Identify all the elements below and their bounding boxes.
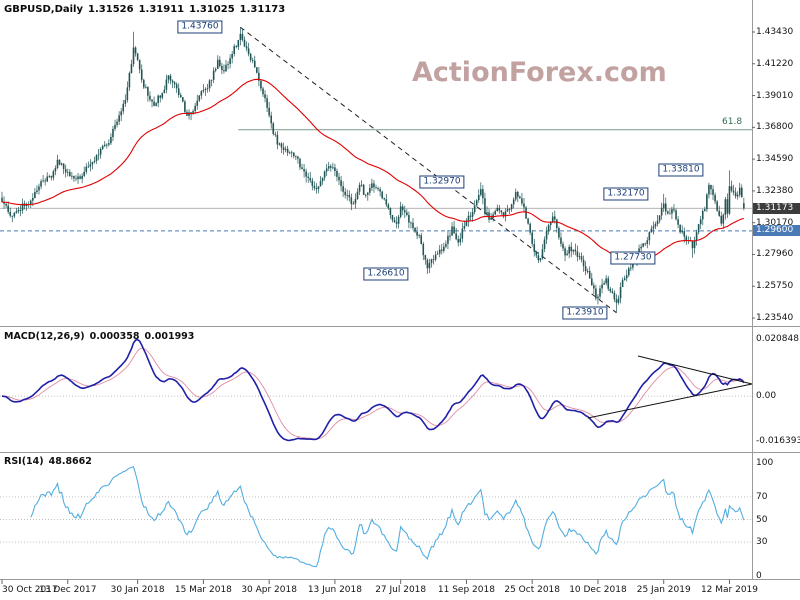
current-price-tag: 1.31173 — [753, 203, 800, 214]
macd-axis-label: -0.016393 — [756, 436, 800, 446]
price-annotation: 1.33810 — [658, 163, 704, 177]
moving-average-line — [1, 78, 745, 264]
macd-axis-label: 0.020848 — [756, 334, 799, 344]
ohlc-high: 1.31911 — [138, 4, 185, 15]
date-label: 30 Oct 2017 — [2, 585, 58, 595]
macd-pane-label: MACD(12,26,9) 0.000358 0.001993 — [4, 331, 199, 342]
rsi-pane-label: RSI(14) 48.8662 — [4, 456, 97, 467]
pane-separators — [0, 0, 800, 584]
price-axis-label: 1.30170 — [756, 217, 794, 228]
macd-value-signal: 0.001993 — [144, 331, 195, 342]
macd-value-main: 0.000358 — [89, 331, 140, 342]
watermark: ActionForex.com — [412, 57, 667, 88]
price-axis-label: 1.27960 — [756, 249, 794, 260]
falling-trendline — [240, 26, 617, 314]
rsi-axis-label: 70 — [756, 491, 768, 502]
date-label: 10 Dec 2018 — [569, 585, 627, 595]
price-annotation: 1.32170 — [603, 187, 649, 201]
symbol-name: GBPUSD,Daily — [4, 4, 84, 15]
ohlc-open: 1.31526 — [88, 4, 134, 15]
price-annotation: 1.23910 — [562, 306, 608, 320]
support-price-tag: 1.29600 — [753, 225, 800, 236]
fib-618-label: 61.8 — [722, 117, 743, 127]
rsi-title: RSI(14) — [4, 456, 44, 467]
date-label: 11 Sep 2018 — [437, 585, 495, 595]
macd-triangle — [587, 355, 753, 419]
date-label: 30 Jan 2018 — [110, 585, 165, 595]
price-axis-label: 1.34590 — [756, 154, 794, 165]
date-label: 15 Mar 2018 — [174, 585, 232, 595]
rsi-value: 48.8662 — [48, 456, 92, 467]
price-annotation: 1.32970 — [419, 175, 465, 189]
price-axis-label: 1.23540 — [756, 313, 794, 324]
price-annotation: 1.43760 — [177, 20, 223, 34]
price-axis-label: 1.41220 — [756, 58, 794, 69]
rsi-axis-label: 0 — [756, 571, 762, 581]
price-axis-label: 1.25750 — [756, 281, 794, 292]
symbol-title: GBPUSD,Daily 1.31526 1.31911 1.31025 1.31173 — [4, 4, 290, 15]
macd-line — [1, 338, 745, 442]
price-axis-label: 1.43430 — [756, 27, 794, 37]
price-annotation: 1.27730 — [610, 251, 656, 265]
rsi-axis-label: 50 — [756, 514, 768, 525]
grid-levels — [0, 395, 752, 543]
date-label: 13 Jun 2018 — [307, 585, 362, 595]
rsi-axis-label: 100 — [756, 458, 774, 468]
candles-layer — [1, 27, 745, 313]
date-label: 25 Jan 2019 — [636, 585, 691, 595]
date-label: 12 Mar 2019 — [700, 585, 758, 595]
rsi-line — [30, 465, 745, 568]
price-axis-label: 1.32380 — [756, 185, 794, 196]
date-label: 13 Dec 2017 — [39, 585, 97, 595]
macd-axis-label: 0.00 — [756, 391, 777, 402]
ohlc-close: 1.31173 — [239, 4, 286, 15]
rsi-axis-label: 30 — [756, 537, 768, 548]
price-annotation: 1.26610 — [363, 267, 409, 281]
macd-title: MACD(12,26,9) — [4, 331, 85, 342]
price-axis-label: 1.39010 — [756, 90, 794, 101]
ohlc-low: 1.31025 — [189, 4, 235, 15]
date-label: 25 Oct 2018 — [504, 585, 561, 595]
date-label: 30 Apr 2018 — [241, 585, 297, 595]
date-label: 27 Jul 2018 — [375, 585, 427, 595]
price-axis-label: 1.36800 — [756, 122, 794, 133]
macd-signal-line — [1, 347, 745, 440]
